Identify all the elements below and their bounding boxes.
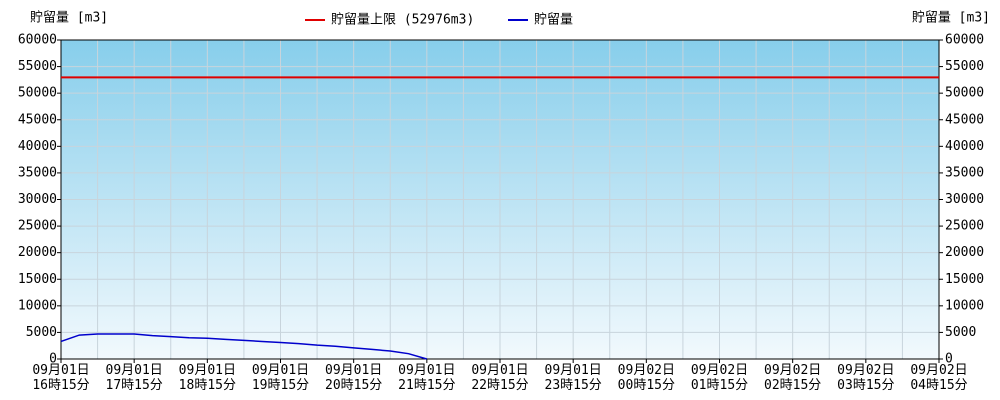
y-tick-label: 45000 xyxy=(18,112,57,127)
data-line xyxy=(60,333,428,360)
y2-tick-label: 40000 xyxy=(945,139,984,154)
x-tick-label: 09月01日 17時15分 xyxy=(105,363,163,393)
x-tick-label: 09月02日 01時15分 xyxy=(690,363,749,393)
y2-tick-label: 35000 xyxy=(945,165,984,180)
y2-tick-label: 10000 xyxy=(945,298,984,313)
y-tick-label: 0 xyxy=(49,352,57,367)
y2-tick-label: 50000 xyxy=(945,86,984,101)
y-tick-label: 60000 xyxy=(18,33,57,48)
x-tick-label: 09月01日 21時15分 xyxy=(398,363,456,393)
y2-tick-label: 25000 xyxy=(945,219,984,234)
x-tick-label: 09月02日 02時15分 xyxy=(764,363,822,393)
y-tick-label: 55000 xyxy=(18,59,57,74)
y2-tick-label: 15000 xyxy=(945,272,984,287)
x-tick-label: 09月01日 23時15分 xyxy=(544,363,602,393)
x-tick-label: 09月02日 04時15分 xyxy=(910,363,968,393)
y-tick-label: 25000 xyxy=(18,219,57,234)
plot-frame xyxy=(60,39,940,360)
y2-tick-label: 30000 xyxy=(945,192,984,207)
y-axis-label: 貯留量 [m3] xyxy=(30,11,108,26)
y2-tick-label: 5000 xyxy=(945,325,976,340)
x-tick-label: 09月01日 20時15分 xyxy=(325,363,383,393)
y-tick-label: 30000 xyxy=(18,192,57,207)
y-tick-label: 10000 xyxy=(18,298,57,313)
y-tick-label: 40000 xyxy=(18,139,57,154)
y-tick-label: 15000 xyxy=(18,272,57,287)
x-tick-label: 09月02日 03時15分 xyxy=(837,363,895,393)
y2-axis-label: 貯留量 [m3] xyxy=(912,11,990,26)
y2-tick-label: 45000 xyxy=(945,112,984,127)
legend-label: 貯留量 xyxy=(534,13,573,28)
y2-tick-label: 55000 xyxy=(945,59,984,74)
y-tick-label: 20000 xyxy=(18,245,57,260)
legend-label: 貯留量上限 (52976m3) xyxy=(331,13,474,28)
x-tick-label: 09月01日 18時15分 xyxy=(178,363,236,393)
y2-tick-label: 60000 xyxy=(945,33,984,48)
x-tick-label: 09月01日 22時15分 xyxy=(471,363,529,393)
y2-tick-label: 20000 xyxy=(945,245,984,260)
y2-tick-label: 0 xyxy=(945,352,953,367)
x-tick-label: 09月01日 19時15分 xyxy=(251,363,310,393)
y-tick-label: 50000 xyxy=(18,86,57,101)
x-tick-label: 09月01日 16時15分 xyxy=(32,363,90,393)
y-tick-label: 5000 xyxy=(26,325,57,340)
x-tick-label: 09月02日 00時15分 xyxy=(617,363,675,393)
y-tick-label: 35000 xyxy=(18,165,57,180)
